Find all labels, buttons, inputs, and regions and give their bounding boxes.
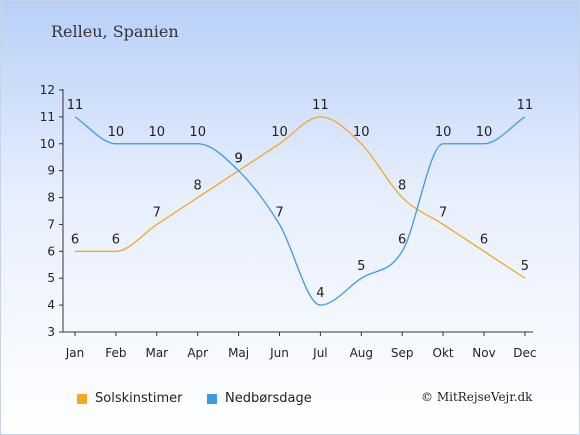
y-tick-label-8: 8 [47, 191, 55, 205]
sunshine-label-jun: 10 [271, 125, 288, 140]
series-line-1 [74, 116, 526, 306]
sunshine-label-nov: 6 [480, 232, 488, 247]
sunshine-label-dec: 5 [521, 259, 529, 274]
rain-label-dec: 11 [517, 98, 534, 113]
sunshine-label-jan: 6 [71, 232, 79, 247]
legend-sunshine-label: Solskinstimer [95, 391, 183, 406]
series-line-0 [74, 116, 526, 279]
rain-label-mar: 10 [149, 125, 166, 140]
rain-label-aug: 5 [357, 259, 365, 274]
x-tick-label-aug: Aug [350, 346, 373, 360]
sunshine-label-maj: 9 [234, 152, 242, 167]
x-tick-label-sep: Sep [391, 346, 414, 360]
rain-label-nov: 10 [476, 125, 493, 140]
rain-label-sep: 6 [398, 232, 406, 247]
x-tick-label-dec: Dec [513, 346, 536, 360]
sunshine-label-okt: 7 [439, 205, 447, 220]
y-tick-label-3: 3 [47, 325, 55, 339]
rain-label-okt: 10 [435, 125, 452, 140]
y-tick-label-7: 7 [47, 217, 55, 231]
y-tick-label-12: 12 [40, 83, 55, 97]
x-tick-label-apr: Apr [187, 346, 208, 360]
y-tick-label-4: 4 [47, 298, 55, 312]
x-tick-label-nov: Nov [472, 346, 495, 360]
legend-sunshine: Solskinstimer [77, 391, 182, 406]
legend-rain-label: Nedbørsdage [225, 391, 312, 406]
x-tick-label-jan: Jan [65, 346, 85, 360]
rain-label-jul: 4 [316, 286, 324, 301]
x-tick-label-jul: Jul [312, 346, 327, 360]
y-tick-label-11: 11 [40, 110, 55, 124]
copyright-text: © MitRejseVejr.dk [421, 390, 533, 404]
y-tick-label-5: 5 [47, 271, 55, 285]
rain-label-jan: 11 [67, 98, 84, 113]
sunshine-label-mar: 7 [153, 205, 161, 220]
rain-label-jun: 7 [275, 205, 283, 220]
rain-label-feb: 10 [108, 125, 125, 140]
legend-rain-swatch [207, 393, 217, 404]
y-tick-label-6: 6 [47, 244, 55, 258]
legend-rain: Nedbørsdage [207, 391, 312, 406]
sunshine-label-jul: 11 [312, 98, 329, 113]
sunshine-label-sep: 8 [398, 179, 406, 194]
x-tick-label-feb: Feb [105, 346, 126, 360]
x-tick-label-maj: Maj [228, 346, 249, 360]
sunshine-label-apr: 8 [194, 179, 202, 194]
y-tick-label-9: 9 [47, 164, 55, 178]
sunshine-label-aug: 10 [353, 125, 370, 140]
x-tick-label-jun: Jun [269, 346, 289, 360]
rain-label-apr: 10 [189, 125, 206, 140]
sunshine-label-feb: 6 [112, 232, 120, 247]
legend-sunshine-swatch [77, 393, 87, 404]
x-tick-label-mar: Mar [145, 346, 168, 360]
x-tick-label-okt: Okt [433, 346, 454, 360]
chart-title: Relleu, Spanien [51, 22, 179, 41]
rain-label-maj: 9 [234, 152, 242, 167]
y-tick-label-10: 10 [40, 137, 55, 151]
